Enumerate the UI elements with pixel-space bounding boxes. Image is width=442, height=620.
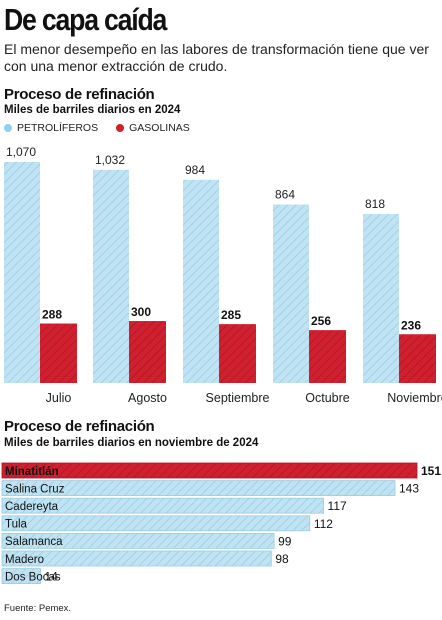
refinery-value: 112 [314, 517, 333, 531]
legend-label-petroliferos: PETROLÍFEROS [17, 122, 99, 134]
legend-swatch-petroliferos [4, 124, 12, 132]
chart1-title: Proceso de refinación [4, 86, 155, 103]
bar-refinery [1, 568, 41, 584]
bar-gasolinas [40, 323, 77, 383]
bar-refinery [1, 533, 275, 549]
subhead: El menor desempeño en las labores de tra… [4, 41, 429, 74]
legend-swatch-gasolinas [116, 124, 125, 132]
refinery-value: 14 [44, 570, 58, 584]
legend-label-gasolinas: GASOLINAS [129, 122, 190, 134]
refinery-label: Cadereyta [5, 501, 59, 513]
bar-petroliferos [273, 204, 309, 383]
refinery-label: Salamanca [5, 536, 63, 548]
bar-petroliferos [183, 179, 219, 383]
data-label-petroliferos: 1,032 [95, 153, 125, 167]
refinery-label: Madero [5, 554, 44, 566]
refinery-label: Minatitlán [5, 466, 59, 478]
category-label: Julio [46, 391, 72, 405]
bar-petroliferos [4, 162, 40, 383]
data-label-gasolinas: 288 [42, 308, 62, 322]
chart2-subtitle: Miles de barriles diarios en noviembre d… [4, 437, 259, 449]
data-label-gasolinas: 300 [131, 305, 151, 319]
refinery-value: 98 [275, 552, 289, 566]
bar-highlight [1, 462, 418, 479]
bar-gasolinas [399, 334, 436, 383]
data-label-petroliferos: 818 [365, 197, 385, 211]
bar-gasolinas [129, 321, 166, 383]
bar-refinery [1, 550, 272, 567]
data-label-petroliferos: 1,070 [6, 145, 36, 159]
refinery-label: Salina Cruz [5, 483, 65, 495]
legend-item-petroliferos: PETROLÍFEROS [4, 122, 98, 134]
chart1-subtitle: Miles de barriles diarios en 2024 [4, 104, 181, 116]
data-label-gasolinas: 285 [221, 308, 241, 322]
bar-petroliferos [93, 169, 129, 383]
bar-refinery [1, 497, 324, 514]
bar-gasolinas [309, 330, 346, 383]
bar-petroliferos [363, 214, 399, 383]
refinery-value: 117 [328, 499, 347, 513]
category-label: Octubre [305, 391, 350, 405]
chart1-legend: PETROLÍFEROS GASOLINAS [4, 122, 190, 134]
bar-refinery [1, 515, 311, 532]
data-label-gasolinas: 236 [401, 318, 421, 332]
category-label: Septiembre [206, 391, 270, 405]
category-label: Agosto [128, 391, 167, 405]
refinery-label: Tula [5, 519, 28, 531]
legend-item-gasolinas: GASOLINAS [116, 122, 190, 134]
category-label: Noviembre [387, 391, 442, 405]
refinery-value: 99 [278, 534, 292, 548]
refinery-value: 151 [421, 464, 441, 478]
bar-refinery [1, 480, 396, 497]
data-label-petroliferos: 864 [275, 188, 295, 202]
source-note: Fuente: Pemex. [4, 603, 72, 614]
chart2-title: Proceso de refinación [4, 418, 155, 435]
headline: De capa caída [4, 2, 167, 37]
bar-gasolinas [219, 324, 256, 383]
data-label-gasolinas: 256 [311, 314, 331, 328]
data-label-petroliferos: 984 [185, 163, 205, 177]
refinery-label: Dos Bocas [5, 571, 61, 583]
refinery-value: 143 [399, 482, 419, 496]
